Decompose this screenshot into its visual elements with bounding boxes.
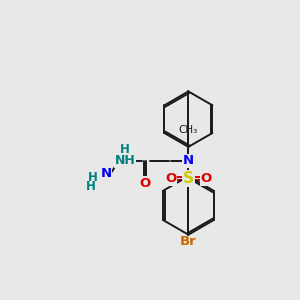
Text: CH₃: CH₃ bbox=[179, 124, 198, 135]
Text: Br: Br bbox=[180, 235, 197, 248]
Text: N: N bbox=[183, 154, 194, 167]
Text: H: H bbox=[120, 143, 130, 157]
Text: S: S bbox=[183, 171, 194, 186]
Text: O: O bbox=[140, 177, 151, 190]
Text: N: N bbox=[100, 167, 112, 180]
Text: H: H bbox=[86, 180, 95, 194]
Text: H: H bbox=[88, 171, 98, 184]
Text: O: O bbox=[200, 172, 212, 185]
Text: O: O bbox=[165, 172, 176, 185]
Text: NH: NH bbox=[115, 154, 136, 167]
